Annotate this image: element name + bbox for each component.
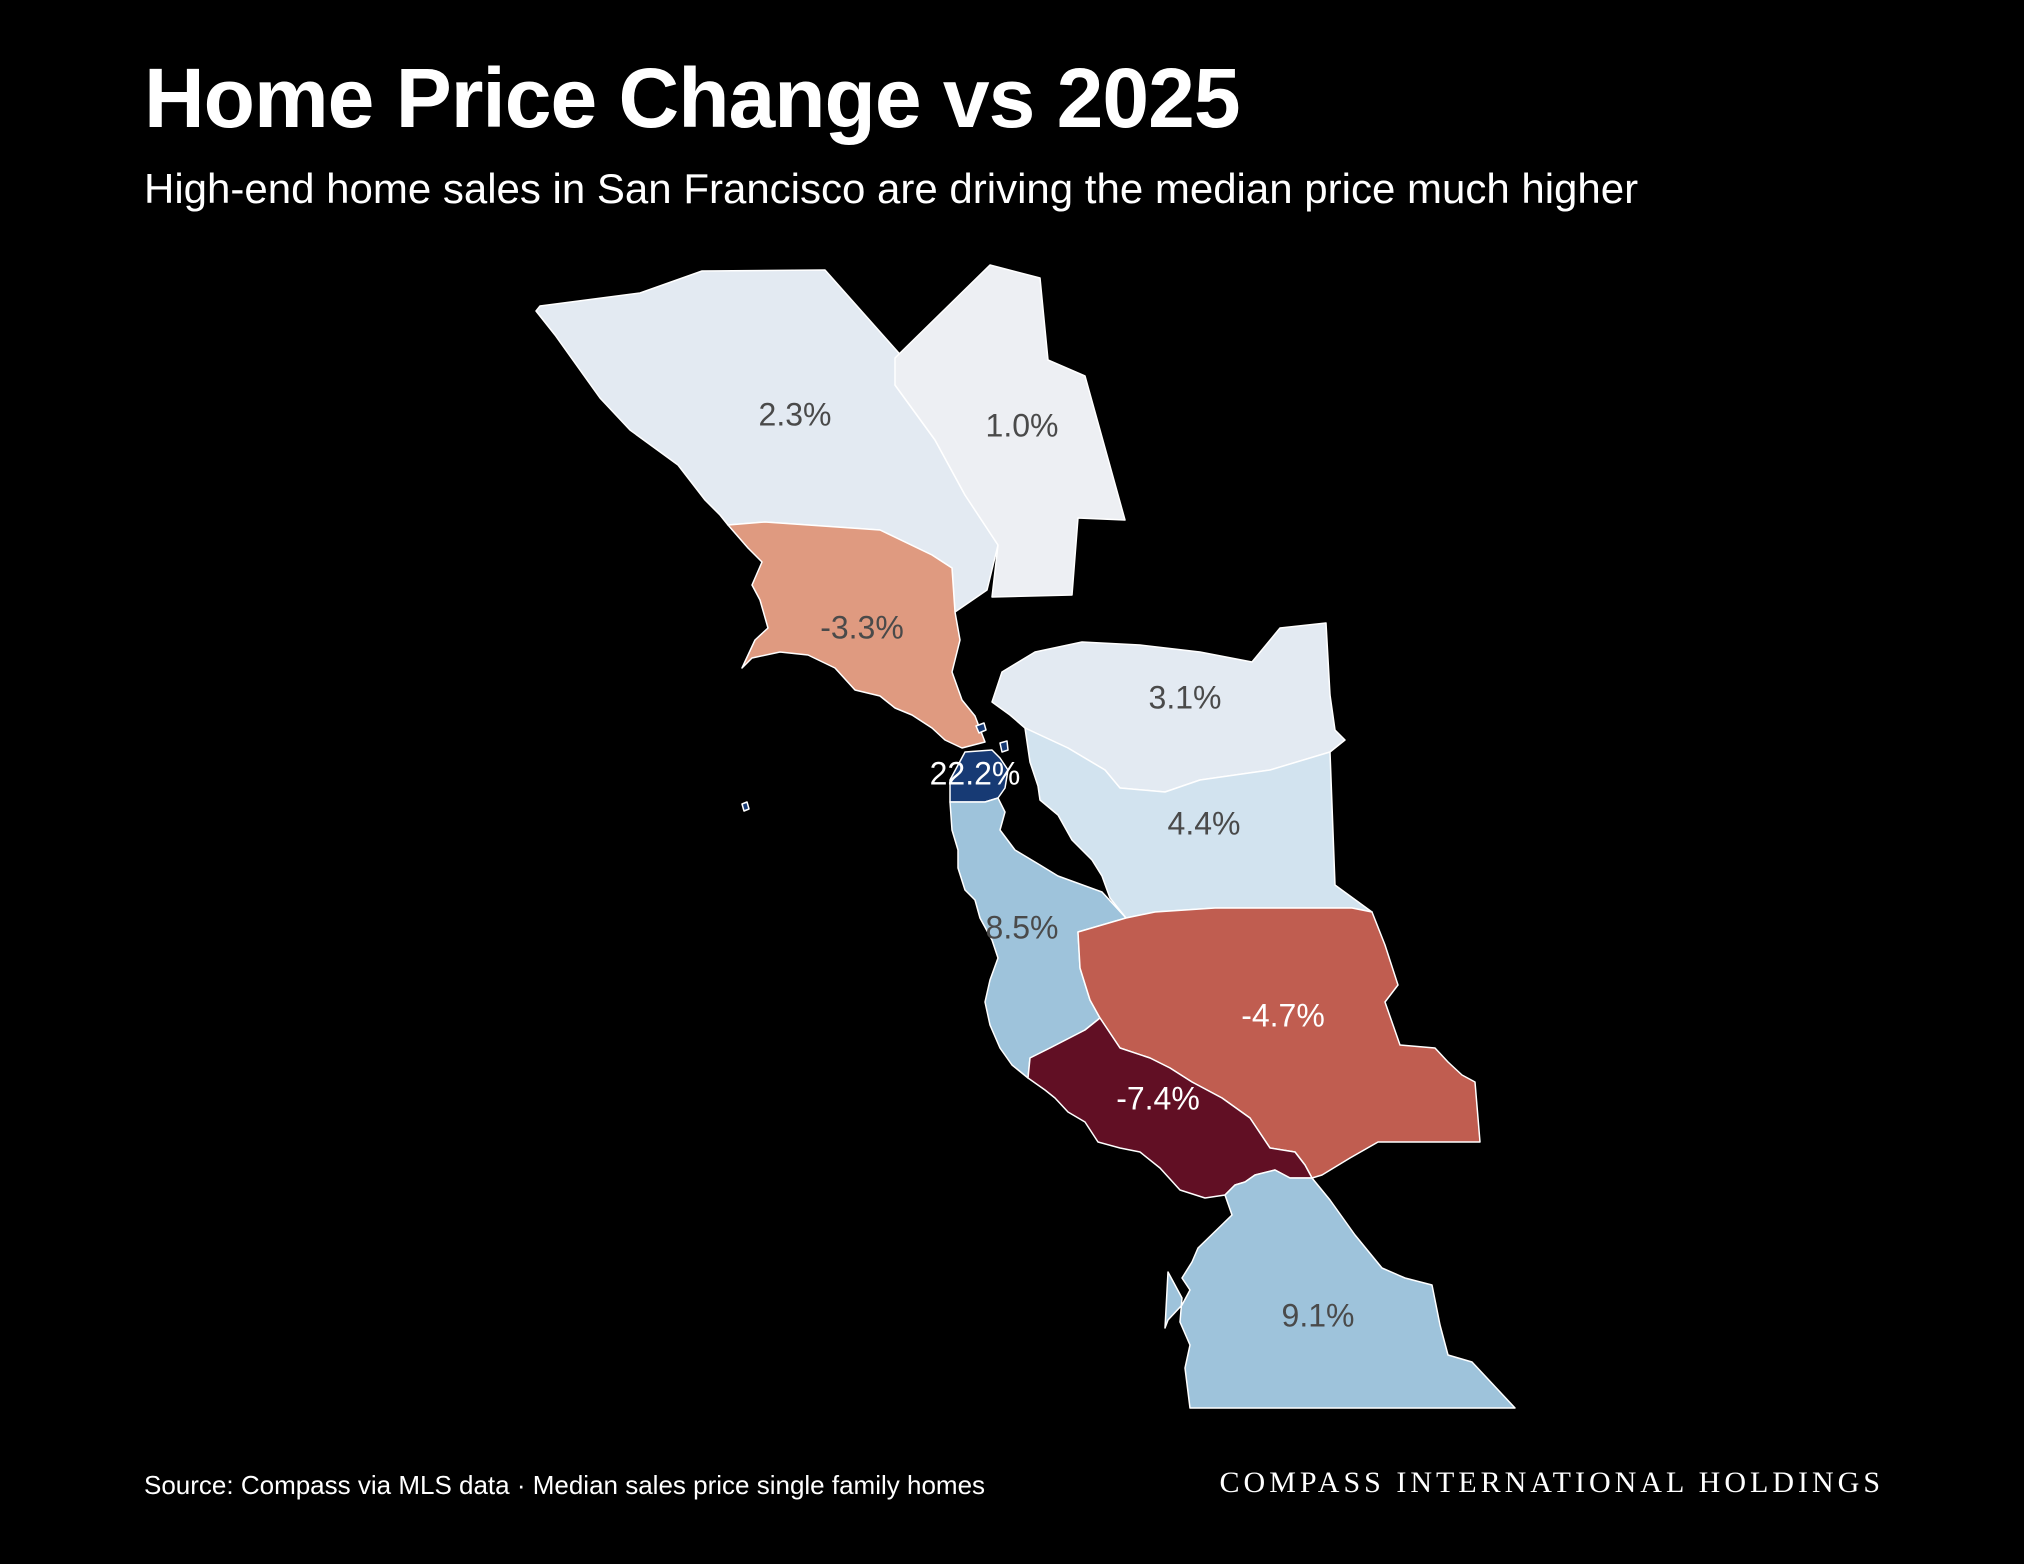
- county-label-santa-clara: -4.7%: [1241, 997, 1325, 1033]
- county-label-monterey: 9.1%: [1282, 1297, 1355, 1333]
- island-farallon: [741, 801, 750, 812]
- county-label-marin: -3.3%: [820, 609, 904, 645]
- county-label-sonoma: 2.3%: [759, 396, 832, 432]
- county-label-contra-costa: 3.1%: [1149, 679, 1222, 715]
- brand-logo: COMPASS INTERNATIONAL HOLDINGS: [1219, 1466, 1884, 1499]
- county-marin[interactable]: [727, 521, 986, 749]
- county-monterey[interactable]: [1164, 1169, 1516, 1409]
- county-napa[interactable]: [894, 264, 1126, 598]
- page-subtitle: High-end home sales in San Francisco are…: [144, 165, 1639, 212]
- county-label-san-mateo: 8.5%: [986, 909, 1059, 945]
- county-label-san-francisco: 22.2%: [930, 755, 1021, 791]
- page-title: Home Price Change vs 2025: [144, 51, 1241, 145]
- island-alcatraz: [975, 722, 987, 734]
- island-treasure: [999, 740, 1009, 753]
- county-san-francisco[interactable]: [949, 749, 1009, 803]
- county-label-santa-cruz: -7.4%: [1116, 1080, 1200, 1116]
- county-label-alameda: 4.4%: [1168, 805, 1241, 841]
- source-note: Source: Compass via MLS data · Median sa…: [144, 1470, 986, 1500]
- county-label-napa: 1.0%: [986, 407, 1059, 443]
